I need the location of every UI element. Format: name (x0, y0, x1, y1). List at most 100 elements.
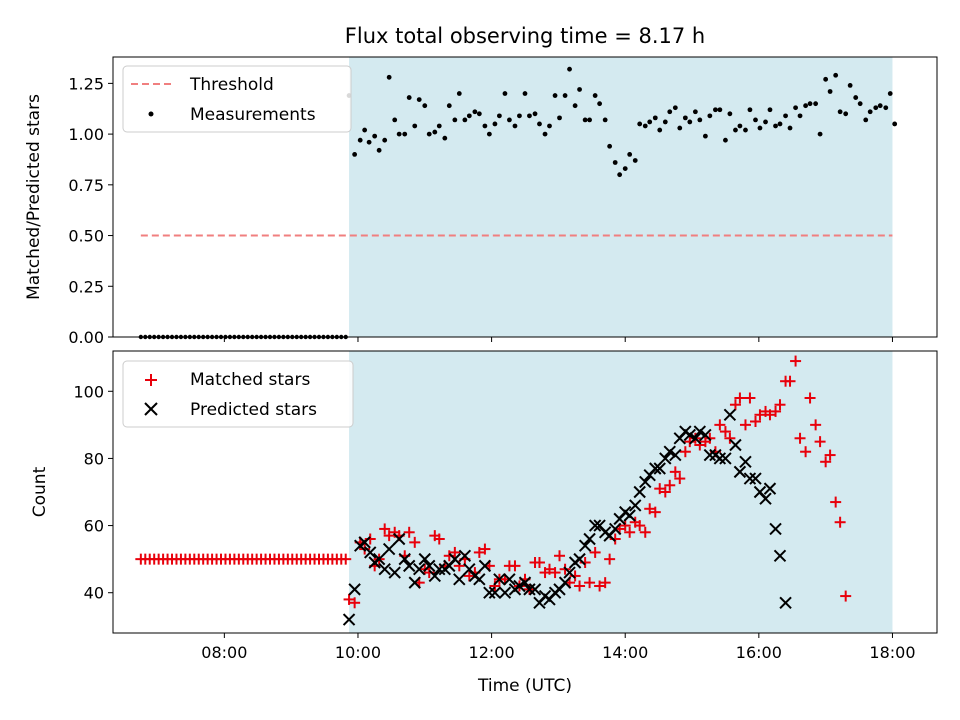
measurement-point (637, 121, 643, 127)
matched-star-point (774, 399, 786, 411)
predicted-star-point (723, 408, 737, 421)
measurement-point (817, 131, 823, 137)
measurement-point (697, 117, 703, 123)
predicted-star-point (503, 573, 516, 586)
measurement-point (642, 123, 648, 129)
measurement-point (396, 131, 402, 137)
predicted-star-point (663, 445, 676, 458)
measurement-point (877, 103, 883, 109)
matched-star-point (634, 520, 646, 532)
measurement-point (763, 119, 768, 125)
predicted-star-point (733, 465, 747, 479)
predicted-star-point (423, 559, 436, 573)
predicted-star-point (518, 576, 532, 589)
measurement-point (803, 103, 809, 109)
measurement-point (847, 83, 853, 88)
predicted-star-point (358, 536, 371, 549)
matched-star-point (403, 526, 415, 538)
matched-star-point (624, 526, 636, 538)
measurement-point (402, 131, 408, 137)
measurement-point (667, 109, 673, 115)
measurement-point (592, 93, 598, 98)
matched-star-point (609, 533, 621, 545)
measurement-point (462, 117, 468, 123)
matched-star-point (479, 543, 491, 555)
top-axes-frame (112, 56, 938, 338)
matched-star-point (509, 560, 521, 572)
measurement-point (537, 121, 542, 127)
predicted-star-point (428, 569, 442, 583)
predicted-star-point (382, 542, 396, 556)
bottom-x-tick-label: 14:00 (602, 643, 648, 662)
matched-star-point (639, 526, 651, 538)
predicted-star-point (528, 583, 542, 596)
matched-star-point (824, 449, 836, 461)
predicted-star-point (639, 475, 652, 489)
measurement-point (857, 101, 863, 107)
predicted-star-point (433, 563, 446, 576)
matched-star-point (674, 473, 686, 485)
matched-star-point (764, 409, 776, 421)
bottom-x-tick-label: 18:00 (869, 643, 915, 662)
matched-star-point (569, 570, 581, 582)
predicted-star-point (699, 428, 712, 442)
matched-star-point (343, 593, 355, 605)
matched-star-point (749, 416, 761, 427)
measurement-point (617, 172, 623, 178)
measurement-point (773, 123, 778, 129)
measurement-point (682, 115, 688, 121)
predicted-star-point (388, 566, 401, 579)
predicted-star-point (498, 586, 512, 599)
predicted-star-point (402, 559, 416, 573)
measurement-point (352, 151, 358, 157)
measurement-point (823, 76, 829, 82)
measurement-point (632, 158, 638, 163)
measurement-point (372, 133, 378, 139)
matched-star-point (744, 392, 756, 404)
top-y-tick-label: 0.00 (68, 328, 104, 347)
predicted-star-point (689, 432, 702, 445)
bottom-y-tick-label: 80 (84, 449, 104, 468)
measurement-point (687, 119, 693, 125)
matched-star-point (649, 506, 661, 518)
measurement-point (577, 87, 582, 92)
measurement-point (466, 113, 472, 119)
predicted-star-point (458, 549, 472, 562)
matched-star-point (589, 546, 601, 558)
predicted-star-point (523, 583, 536, 596)
measurement-point (582, 117, 588, 123)
predicted-star-point (703, 448, 717, 462)
predicted-star-point (729, 438, 742, 452)
predicted-star-point (342, 613, 356, 626)
matched-star-point (473, 546, 485, 558)
measurement-point (422, 103, 428, 109)
measurement-point (692, 109, 698, 115)
measurement-point (777, 121, 783, 127)
matched-star-point (423, 567, 435, 579)
matched-star-point (754, 409, 766, 421)
matched-star-point (659, 486, 671, 498)
bottom-x-tick-label: 08:00 (201, 643, 247, 662)
bottom-x-tick-label: 12:00 (469, 643, 515, 662)
measurement-point (512, 123, 518, 129)
matched-star-point (340, 553, 352, 565)
legend-threshold-label: Threshold (189, 75, 274, 95)
predicted-star-point (413, 563, 426, 576)
matched-star-point (379, 523, 391, 535)
measurement-point (783, 113, 788, 119)
predicted-star-point (348, 583, 361, 596)
predicted-star-point (558, 576, 572, 589)
measurement-point (492, 121, 498, 127)
legend-bottom-frame (122, 360, 354, 428)
measurement-point (652, 115, 658, 121)
matched-star-point (644, 503, 656, 515)
measurement-point (522, 91, 528, 96)
predicted-star-point (629, 499, 642, 512)
matched-star-point (739, 419, 751, 431)
measurement-point (887, 91, 893, 96)
legend-measurements-label: Measurements (190, 105, 316, 125)
measurement-point (747, 107, 753, 113)
predicted-star-point (493, 573, 506, 586)
measurement-point (406, 95, 412, 100)
measurement-point (476, 111, 482, 117)
